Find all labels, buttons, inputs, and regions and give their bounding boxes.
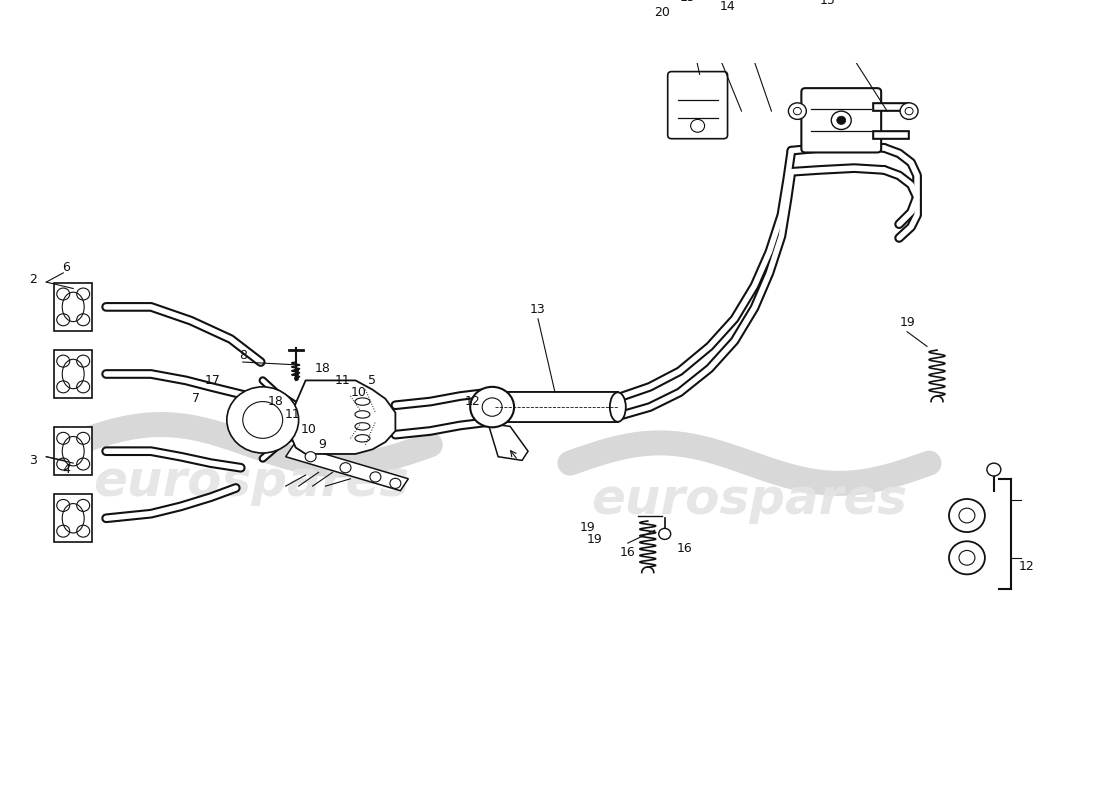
Text: 10: 10: [300, 422, 317, 436]
Text: 10: 10: [351, 386, 366, 399]
Circle shape: [789, 103, 806, 119]
Circle shape: [389, 478, 400, 489]
Text: 6: 6: [63, 261, 70, 274]
Text: 11: 11: [285, 408, 300, 421]
Circle shape: [949, 542, 984, 574]
Text: 2: 2: [30, 273, 37, 286]
Circle shape: [77, 314, 90, 326]
Text: 5: 5: [368, 374, 376, 387]
Circle shape: [691, 119, 705, 132]
Circle shape: [77, 525, 90, 537]
Text: 3: 3: [30, 454, 37, 467]
Text: 14: 14: [719, 0, 736, 13]
Polygon shape: [495, 392, 618, 422]
Circle shape: [370, 472, 381, 482]
Text: 18: 18: [267, 395, 284, 408]
Circle shape: [57, 432, 69, 444]
Circle shape: [57, 499, 69, 511]
Circle shape: [305, 452, 316, 462]
Text: 20: 20: [653, 6, 670, 19]
Circle shape: [57, 458, 69, 470]
FancyBboxPatch shape: [668, 72, 727, 138]
Circle shape: [57, 355, 69, 367]
Circle shape: [77, 458, 90, 470]
Polygon shape: [54, 427, 92, 475]
Polygon shape: [488, 424, 528, 460]
Text: eurospares: eurospares: [92, 458, 409, 506]
Text: 16: 16: [676, 542, 693, 555]
FancyBboxPatch shape: [802, 88, 881, 153]
Circle shape: [832, 111, 851, 130]
Text: 19: 19: [580, 521, 596, 534]
Circle shape: [987, 463, 1001, 476]
Circle shape: [77, 432, 90, 444]
Text: 7: 7: [191, 392, 200, 406]
Text: 19: 19: [587, 533, 603, 546]
Text: 11: 11: [334, 374, 351, 387]
Polygon shape: [54, 283, 92, 330]
Polygon shape: [54, 494, 92, 542]
Ellipse shape: [487, 392, 503, 422]
Text: 15: 15: [680, 0, 695, 4]
Circle shape: [77, 381, 90, 393]
Circle shape: [77, 288, 90, 300]
Circle shape: [659, 528, 671, 539]
Circle shape: [470, 387, 514, 427]
Circle shape: [227, 387, 298, 453]
Circle shape: [57, 381, 69, 393]
Text: 9: 9: [319, 438, 327, 451]
Circle shape: [77, 499, 90, 511]
Text: 19: 19: [899, 316, 915, 329]
Ellipse shape: [609, 392, 626, 422]
Text: 4: 4: [63, 463, 70, 476]
Circle shape: [949, 499, 984, 532]
Circle shape: [57, 525, 69, 537]
Text: 18: 18: [315, 362, 330, 375]
Text: 15: 15: [820, 0, 835, 7]
Circle shape: [77, 355, 90, 367]
Text: 16: 16: [620, 546, 636, 558]
Circle shape: [340, 462, 351, 473]
Text: 13: 13: [530, 303, 546, 316]
Circle shape: [57, 314, 69, 326]
Circle shape: [900, 103, 918, 119]
Polygon shape: [286, 445, 408, 490]
Text: 12: 12: [464, 395, 480, 408]
Text: eurospares: eurospares: [592, 476, 908, 524]
Circle shape: [837, 116, 846, 125]
Text: 8: 8: [239, 349, 246, 362]
Polygon shape: [290, 381, 395, 454]
Polygon shape: [54, 350, 92, 398]
Circle shape: [57, 288, 69, 300]
Text: 12: 12: [1019, 561, 1035, 574]
Text: 17: 17: [205, 374, 221, 387]
